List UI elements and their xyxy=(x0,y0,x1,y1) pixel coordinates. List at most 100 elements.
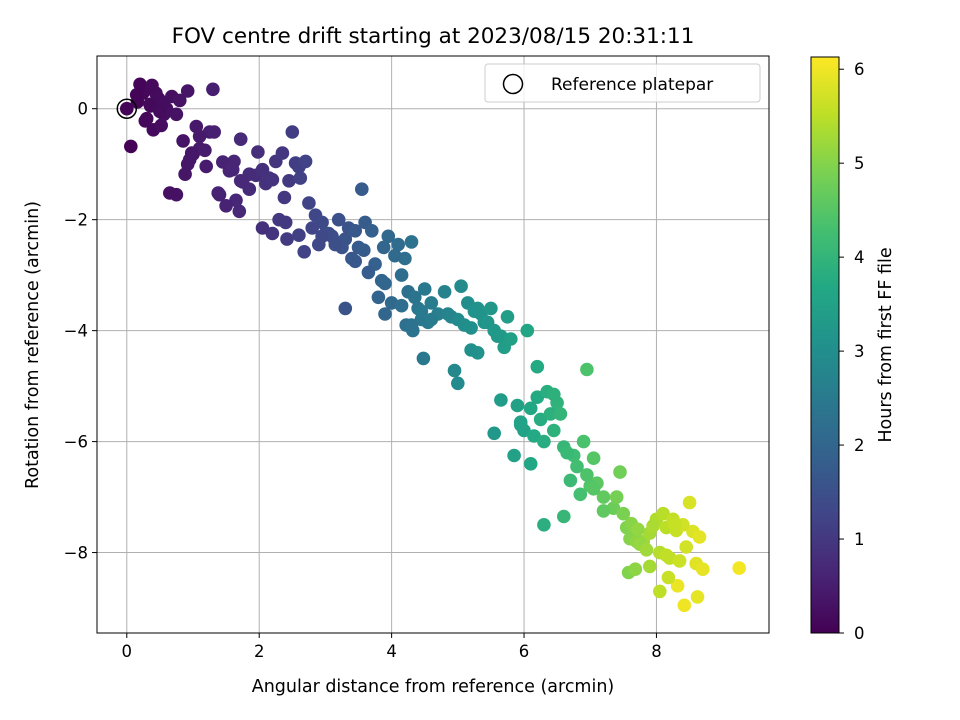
data-point xyxy=(361,265,376,280)
colorbar-tick-label: 1 xyxy=(854,530,865,549)
legend-box xyxy=(484,63,761,103)
data-point xyxy=(338,301,353,316)
data-point xyxy=(292,228,306,242)
data-point xyxy=(348,224,363,238)
data-point xyxy=(527,429,541,443)
data-point xyxy=(668,518,682,532)
data-point xyxy=(596,490,611,504)
data-point xyxy=(732,561,746,575)
data-point xyxy=(331,212,346,227)
y-axis-ticks: 0 −2 −4 −6 −8 xyxy=(64,100,97,563)
data-point xyxy=(543,407,558,421)
data-point xyxy=(288,156,303,170)
data-point xyxy=(696,562,710,576)
colorbar-tick-label: 3 xyxy=(854,342,865,361)
data-point xyxy=(381,229,396,244)
data-point xyxy=(305,221,320,235)
data-point xyxy=(417,282,432,296)
data-point xyxy=(682,495,697,510)
data-point xyxy=(631,522,645,537)
data-point xyxy=(616,506,631,521)
data-point xyxy=(646,519,660,533)
data-point xyxy=(365,224,379,238)
data-point xyxy=(523,457,538,471)
data-point xyxy=(235,175,250,189)
data-point xyxy=(198,143,212,158)
data-point xyxy=(219,199,233,213)
reference-marker-layer xyxy=(116,98,138,119)
data-point xyxy=(510,398,525,413)
data-point xyxy=(233,132,248,146)
data-point xyxy=(643,559,657,574)
data-point xyxy=(293,171,308,185)
data-point xyxy=(690,590,705,604)
data-point xyxy=(670,579,685,593)
data-point xyxy=(586,451,601,466)
data-point xyxy=(265,226,280,241)
data-point xyxy=(173,93,187,108)
data-point xyxy=(277,190,292,205)
data-point xyxy=(424,296,439,310)
chart-title: FOV centre drift starting at 2023/08/15 … xyxy=(172,24,695,49)
data-point xyxy=(232,204,247,219)
data-point xyxy=(580,468,594,482)
data-point xyxy=(661,570,676,585)
data-point xyxy=(547,423,561,438)
data-point xyxy=(376,240,391,255)
data-point xyxy=(576,434,591,449)
data-point xyxy=(163,186,177,200)
x-tick-label: 4 xyxy=(386,642,397,661)
data-point xyxy=(394,298,409,313)
data-point xyxy=(280,232,294,246)
data-point xyxy=(404,235,419,249)
data-point xyxy=(416,351,431,366)
data-point xyxy=(523,401,538,416)
y-tick-label: 0 xyxy=(78,100,89,119)
data-point xyxy=(490,329,505,344)
plot-frame xyxy=(96,55,770,634)
x-tick-label: 8 xyxy=(651,642,662,661)
colorbar-label: Hours from first FF file xyxy=(876,247,896,442)
y-axis-label: Rotation from reference (arcmin) xyxy=(23,201,43,489)
legend-reference-marker-icon xyxy=(502,73,524,95)
data-point xyxy=(199,159,213,174)
data-point xyxy=(408,290,422,305)
data-point xyxy=(297,245,312,259)
data-point xyxy=(639,543,654,557)
data-point xyxy=(357,243,371,257)
data-point xyxy=(348,254,363,269)
data-point xyxy=(530,390,545,405)
data-point xyxy=(145,78,159,93)
data-point xyxy=(178,167,192,181)
legend: Reference platepar xyxy=(484,63,761,103)
data-point xyxy=(328,237,343,252)
data-point xyxy=(586,482,601,496)
colorbar-tick-label: 2 xyxy=(854,436,865,455)
y-tick-label: −8 xyxy=(64,544,88,563)
data-point xyxy=(547,387,561,402)
data-point xyxy=(533,412,548,427)
data-point xyxy=(557,509,571,524)
colorbar-ticks: 0 1 2 3 4 5 6 xyxy=(839,60,865,643)
x-axis-label: Angular distance from reference (arcmin) xyxy=(252,677,615,697)
y-tick-label: −4 xyxy=(64,322,88,341)
data-point xyxy=(133,77,147,92)
data-point xyxy=(464,343,478,357)
data-point xyxy=(184,146,199,160)
data-point xyxy=(613,465,627,479)
data-point xyxy=(497,340,512,355)
data-point xyxy=(216,155,230,169)
data-point xyxy=(139,111,154,126)
data-point xyxy=(285,125,300,139)
data-point xyxy=(388,248,402,263)
colorbar-tick-label: 0 xyxy=(854,624,865,643)
x-tick-label: 6 xyxy=(519,642,530,661)
data-point xyxy=(255,221,270,235)
data-point xyxy=(441,307,455,321)
data-point xyxy=(580,362,594,377)
data-point xyxy=(653,584,667,599)
data-point xyxy=(265,172,280,187)
data-point xyxy=(560,445,574,460)
data-point xyxy=(338,232,353,246)
x-axis-ticks: 0 2 4 6 8 xyxy=(122,633,662,661)
